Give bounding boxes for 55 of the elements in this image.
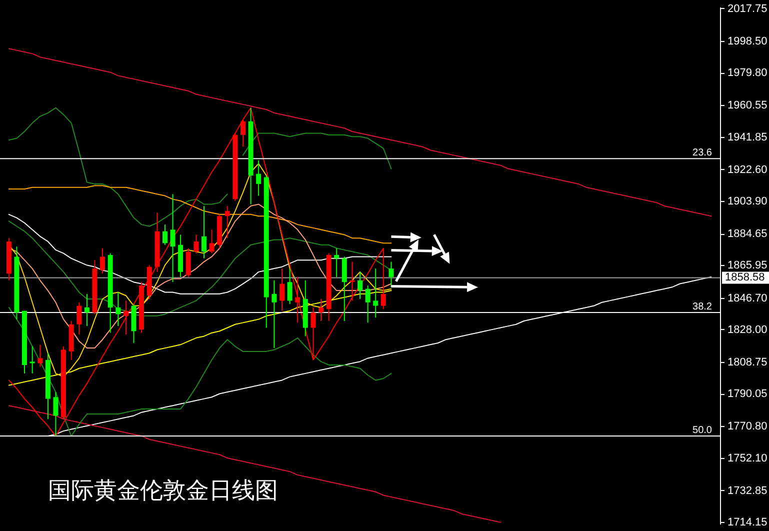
candlestick <box>116 292 121 327</box>
candlestick <box>388 261 394 288</box>
candlestick <box>170 194 176 283</box>
candlestick <box>373 268 378 318</box>
annotation: 23.6 <box>692 148 712 159</box>
annotation: 38.2 <box>692 302 712 313</box>
candlestick <box>256 160 262 196</box>
candlestick <box>53 392 58 437</box>
y-tick-label: 1922.60 <box>728 164 768 176</box>
y-tick-label: 1865.95 <box>728 260 768 272</box>
y-tick-label: 1828.00 <box>728 324 768 336</box>
y-tick-label: 1790.05 <box>728 388 768 400</box>
line-series <box>8 290 392 386</box>
candlestick <box>186 248 191 278</box>
candlestick <box>76 302 82 336</box>
candlestick <box>295 276 300 324</box>
y-tick-label: 1846.70 <box>728 292 768 304</box>
annotation: 50.0 <box>692 425 712 436</box>
candlestick <box>194 234 199 254</box>
candlestick <box>38 344 43 368</box>
candlestick <box>342 256 347 322</box>
y-tick-label: 1998.50 <box>728 36 768 48</box>
y-tick-label: 1884.65 <box>728 228 768 240</box>
candlestick <box>334 248 340 278</box>
candlestick <box>162 224 168 246</box>
candlestick <box>209 229 214 254</box>
candlestick <box>30 346 35 374</box>
line-series <box>8 48 712 217</box>
y-tick-label: 1960.55 <box>728 100 768 112</box>
y-tick-label: 1770.80 <box>728 420 768 433</box>
candlestick <box>358 271 362 300</box>
candlestick <box>224 205 230 239</box>
candlestick <box>123 300 128 336</box>
candlestick <box>365 284 370 324</box>
candlestick <box>287 268 292 305</box>
candlestick <box>310 306 316 360</box>
y-tick-label: 1979.80 <box>728 67 768 80</box>
candlestick <box>279 268 284 312</box>
ref-line-label: 1858.58 <box>725 272 765 284</box>
line-series <box>8 185 392 244</box>
candlestick <box>84 293 90 327</box>
candlestick <box>318 298 324 322</box>
y-tick-label: 1752.10 <box>728 452 768 464</box>
y-tick-label: 1714.15 <box>728 516 768 529</box>
y-tick-label: 1808.75 <box>728 356 768 369</box>
candlestick <box>201 205 206 259</box>
candlestick <box>272 280 277 349</box>
y-tick-label: 1941.85 <box>728 131 768 144</box>
line-series <box>8 306 392 437</box>
y-tick-label: 1903.90 <box>728 196 768 208</box>
candlestick <box>100 248 106 274</box>
y-tick-label: 2017.75 <box>728 2 768 15</box>
y-tick-label: 1732.85 <box>728 484 768 497</box>
text: 国际黄金伦敦金日线图 <box>48 478 278 504</box>
line-series <box>8 214 392 294</box>
